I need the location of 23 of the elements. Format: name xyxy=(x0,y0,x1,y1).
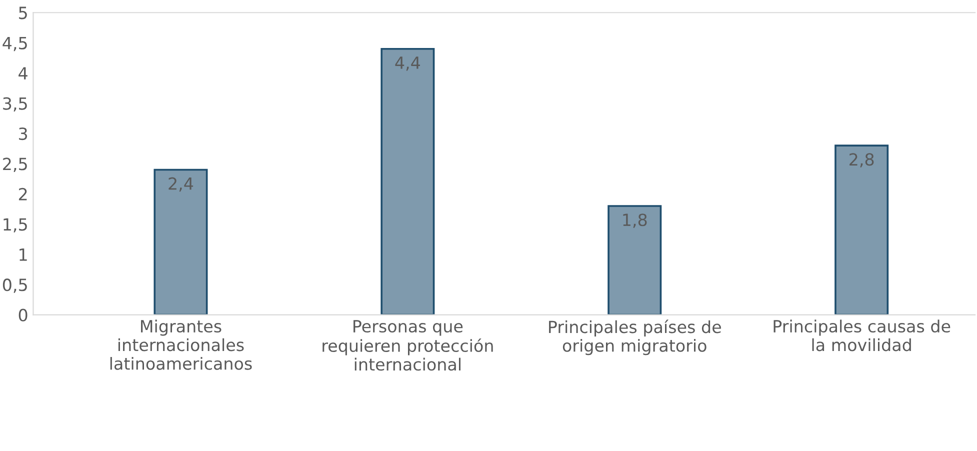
y-tick-label: 5 xyxy=(19,6,27,20)
y-tick-label: 3 xyxy=(19,127,28,140)
y-tick-label: 2,5 xyxy=(3,158,27,172)
y-tick-label: 4 xyxy=(18,67,28,80)
x-tick-label: Principales causas de la movilidad xyxy=(774,320,950,352)
bar xyxy=(380,48,435,315)
y-tick-label: 4,5 xyxy=(2,37,27,52)
data-label: 2,8 xyxy=(850,153,874,168)
bar xyxy=(154,168,208,315)
x-tick-label: Personas que requieren protección internacional xyxy=(322,320,493,371)
y-tick-label: 1 xyxy=(20,248,27,261)
x-tick-label: Migrantes internacionales latinoamericanos xyxy=(110,320,252,370)
y-tick-label: 0 xyxy=(18,308,28,322)
bar xyxy=(834,144,889,315)
y-tick-label: 0,5 xyxy=(2,278,27,293)
data-label: 1,8 xyxy=(623,214,647,228)
y-tick-label: 1,5 xyxy=(4,218,27,232)
data-label: 2,4 xyxy=(168,177,194,192)
data-label: 4,4 xyxy=(395,56,420,71)
bar xyxy=(608,205,662,315)
y-tick-label: 3,5 xyxy=(3,97,27,112)
y-tick-label: 2 xyxy=(18,188,27,200)
x-tick-label: Principales países de origen migratorio xyxy=(549,320,721,356)
